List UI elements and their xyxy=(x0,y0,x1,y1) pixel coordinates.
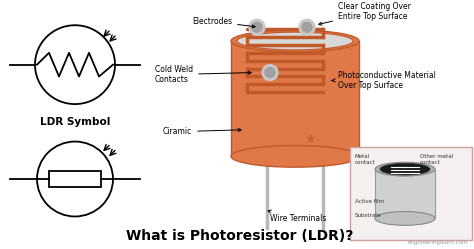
Text: Photoconductive Material
Over Top Surface: Photoconductive Material Over Top Surfac… xyxy=(332,71,436,90)
Circle shape xyxy=(249,19,265,35)
Ellipse shape xyxy=(237,32,353,50)
FancyBboxPatch shape xyxy=(350,147,472,240)
Text: Wire Terminals: Wire Terminals xyxy=(268,210,327,223)
Text: ★: ★ xyxy=(304,133,316,146)
Text: Active film: Active film xyxy=(355,199,384,204)
Bar xyxy=(375,169,435,218)
Bar xyxy=(49,171,101,187)
Text: Substrate: Substrate xyxy=(355,213,382,218)
Circle shape xyxy=(302,22,312,32)
Circle shape xyxy=(252,22,262,32)
Circle shape xyxy=(299,19,315,35)
Text: Cold Weld
Contacts: Cold Weld Contacts xyxy=(155,65,251,84)
Circle shape xyxy=(262,65,278,80)
Text: Other metal
contact: Other metal contact xyxy=(420,154,453,165)
Text: Metal
contact: Metal contact xyxy=(355,154,375,165)
Text: LDR Symbol: LDR Symbol xyxy=(40,117,110,127)
Text: Electrodes: Electrodes xyxy=(192,17,255,28)
Ellipse shape xyxy=(231,145,359,167)
Ellipse shape xyxy=(231,30,359,52)
Text: Clear Coating Over
Entire Top Surface: Clear Coating Over Entire Top Surface xyxy=(319,2,411,25)
Ellipse shape xyxy=(375,162,435,176)
Text: What is Photoresistor (LDR)?: What is Photoresistor (LDR)? xyxy=(126,229,354,243)
Ellipse shape xyxy=(375,212,435,225)
Ellipse shape xyxy=(380,163,430,175)
Text: engineeringlearn.com: engineeringlearn.com xyxy=(408,240,468,245)
Text: Ciramic: Ciramic xyxy=(163,127,241,136)
Bar xyxy=(231,41,359,156)
Circle shape xyxy=(265,68,275,77)
